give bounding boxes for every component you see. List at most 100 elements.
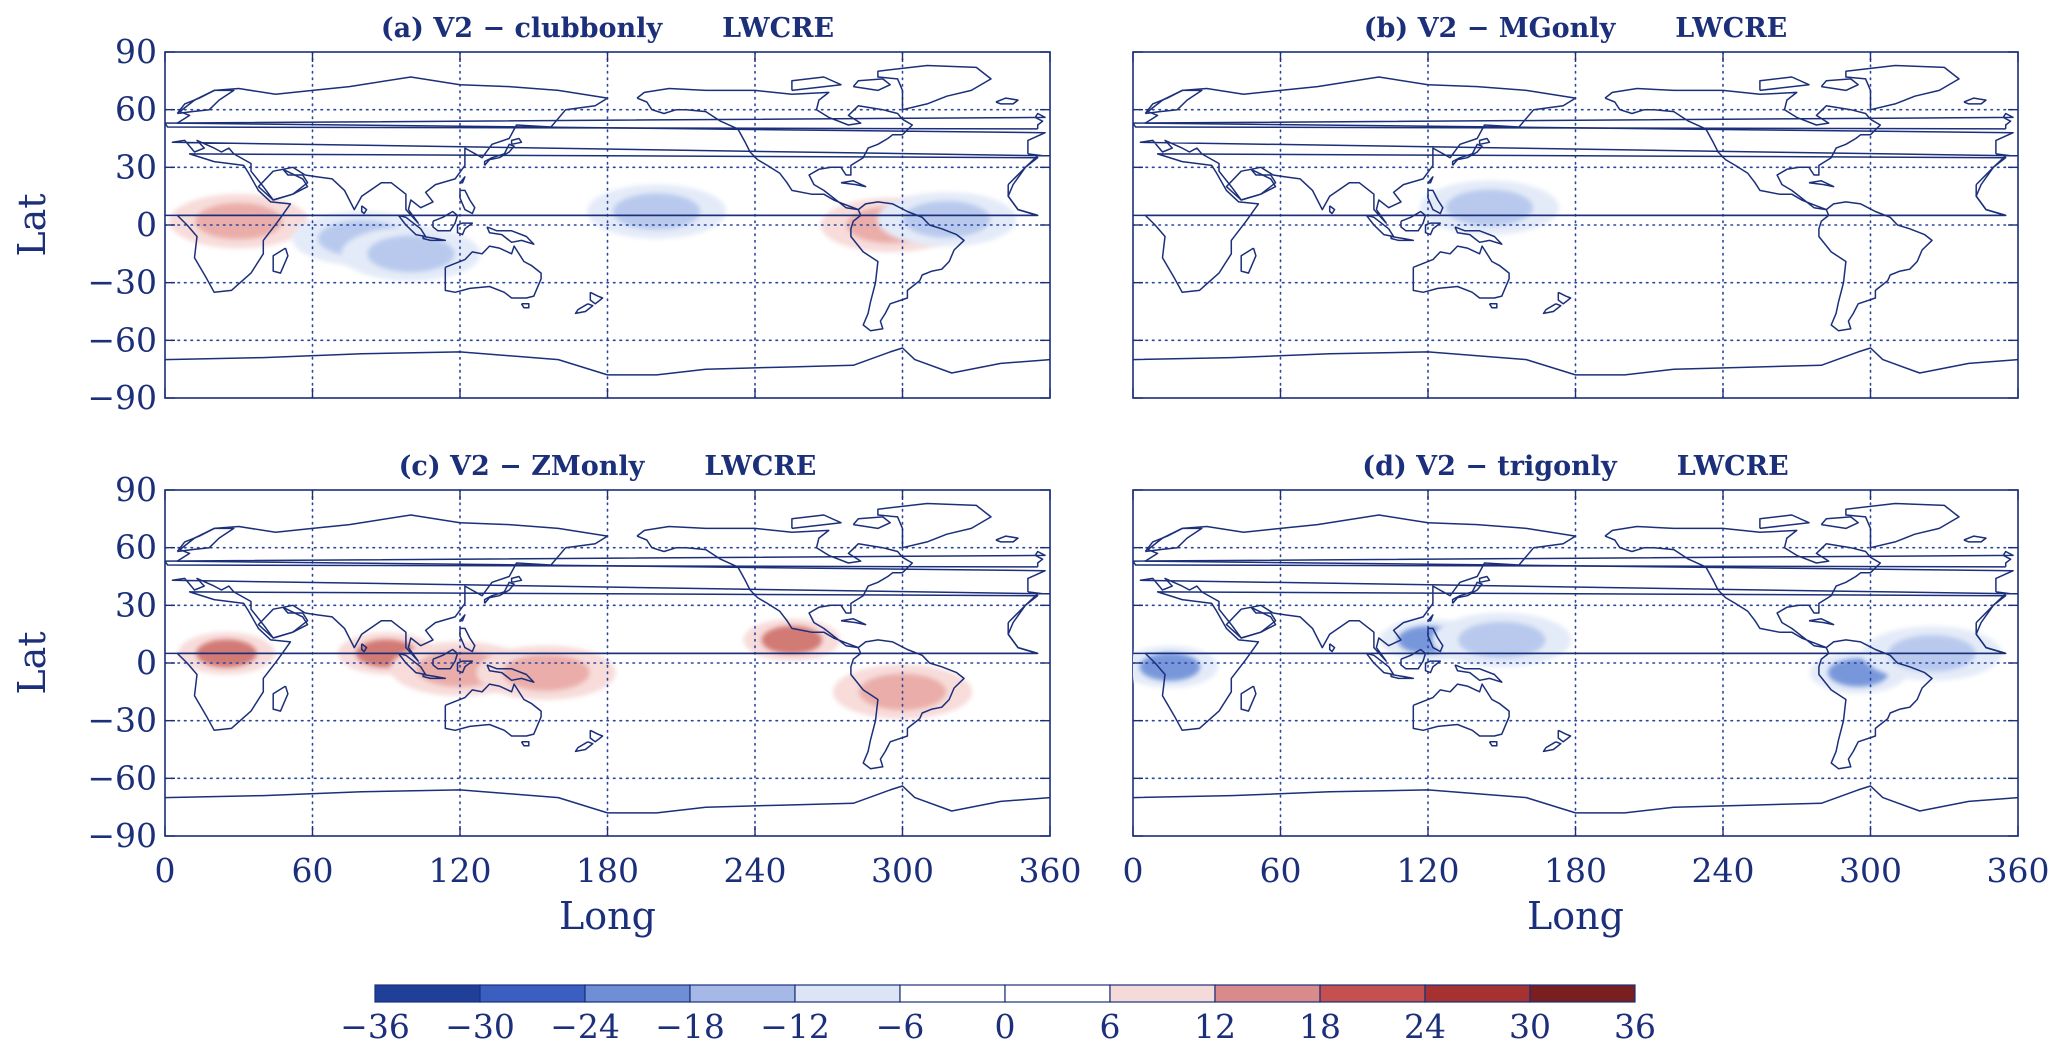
colorbar-segment: [479, 984, 586, 1003]
x-tick-label: 120: [429, 851, 492, 890]
x-tick-label: 60: [1260, 851, 1302, 890]
coastline: [1542, 303, 1562, 315]
panel-title-label: (d) V2 − trigonly: [1362, 451, 1618, 482]
coastline: [1808, 180, 1835, 188]
coastline: [852, 516, 891, 530]
gridlines: [1133, 490, 2018, 836]
panel-variable: LWCRE: [722, 13, 834, 44]
coastline: [520, 741, 530, 747]
coastline: [791, 76, 842, 92]
coastline: [483, 581, 515, 604]
coastline: [1845, 64, 1960, 111]
coastline: [1759, 514, 1810, 530]
coastline: [459, 627, 476, 653]
coastline: [444, 245, 542, 299]
colorbar-tick-label: −12: [760, 1007, 830, 1046]
coastline: [840, 618, 867, 626]
anomaly-patch: [903, 201, 991, 238]
coastline: [1975, 155, 2018, 197]
colorbar-tick-label: 12: [1194, 1007, 1236, 1046]
coastline: [257, 168, 309, 201]
coastline: [1975, 593, 2018, 635]
panel-title-label: (a) V2 − clubbonly: [381, 13, 664, 44]
colorbar-segment: [689, 984, 796, 1003]
y-tick-label: −30: [87, 701, 157, 740]
colorbar-segment: [1109, 984, 1216, 1003]
coastline: [1963, 535, 1987, 543]
coastline: [1488, 741, 1498, 747]
panel-variable: LWCRE: [1677, 451, 1789, 482]
coastlines: [165, 64, 1050, 376]
coastline: [1604, 525, 1882, 649]
coastline: [1133, 112, 2014, 130]
y-axis-title: Lat: [10, 631, 54, 694]
coastline: [444, 683, 542, 737]
coastline: [852, 78, 891, 92]
coastline: [459, 176, 466, 184]
coastline: [574, 303, 594, 315]
panel-title-label: (b) V2 − MGonly: [1364, 13, 1617, 44]
coastline: [1139, 76, 2014, 224]
colorbar-segment: [1004, 984, 1111, 1003]
colorbar-tick-label: −6: [876, 1007, 925, 1046]
coastline: [850, 201, 965, 332]
colorbar-segment: [1319, 984, 1426, 1003]
colorbar-tick-label: 0: [995, 1007, 1016, 1046]
coastline: [1478, 137, 1491, 146]
coastline: [1390, 673, 1415, 680]
coastline: [1451, 143, 1483, 166]
coastline: [510, 575, 523, 584]
coastline: [1007, 593, 1050, 635]
y-tick-label: 0: [136, 643, 157, 682]
coastline: [1424, 660, 1442, 674]
coastline: [1144, 527, 1203, 553]
coastline: [257, 606, 309, 639]
coastline: [589, 291, 604, 305]
y-tick-label: 60: [115, 528, 157, 567]
x-tick-label: 120: [1397, 851, 1460, 890]
colorbar-segment: [794, 984, 901, 1003]
y-tick-label: −30: [87, 263, 157, 302]
coastline: [422, 673, 447, 680]
anomaly-patches: [1419, 180, 1560, 235]
coastlines: [1133, 64, 2018, 376]
x-tick-label: 360: [1987, 851, 2050, 890]
colorbar-tick-label: 24: [1404, 1007, 1446, 1046]
coastline: [165, 112, 1046, 130]
coastline: [840, 180, 867, 188]
coastline: [1845, 502, 1960, 549]
colorbar-tick-label: 30: [1509, 1007, 1551, 1046]
coastline: [1759, 76, 1810, 92]
y-tick-label: 90: [115, 32, 157, 71]
colorbar-tick-label: 18: [1299, 1007, 1341, 1046]
colorbar-segment: [374, 984, 481, 1003]
x-tick-label: 0: [1123, 851, 1144, 890]
coastline: [574, 741, 594, 753]
coastline: [1133, 347, 2018, 376]
coastline: [422, 235, 447, 242]
coastline: [510, 137, 523, 146]
colorbar-segment: [1529, 984, 1636, 1003]
coastline: [1478, 575, 1491, 584]
anomaly-patch: [761, 625, 823, 655]
coastline: [165, 633, 1038, 655]
coastline: [995, 535, 1019, 543]
coastline: [1557, 729, 1572, 743]
y-tick-label: −90: [87, 378, 157, 417]
coastline: [636, 87, 914, 211]
coastline: [165, 195, 1038, 217]
coastline: [1427, 627, 1444, 653]
coastlines: [1133, 502, 2018, 814]
coastline: [1139, 514, 2014, 662]
colorbar-tick-label: −30: [445, 1007, 515, 1046]
coastline: [171, 514, 1046, 662]
coastline: [791, 514, 842, 530]
anomaly-patch: [613, 193, 701, 230]
coastline: [1412, 245, 1510, 299]
coastline: [1818, 201, 1933, 332]
coastline: [877, 64, 992, 111]
coastline: [459, 614, 466, 622]
coastline: [1604, 87, 1882, 211]
coastline: [1328, 643, 1336, 653]
gridlines: [1133, 52, 2018, 398]
